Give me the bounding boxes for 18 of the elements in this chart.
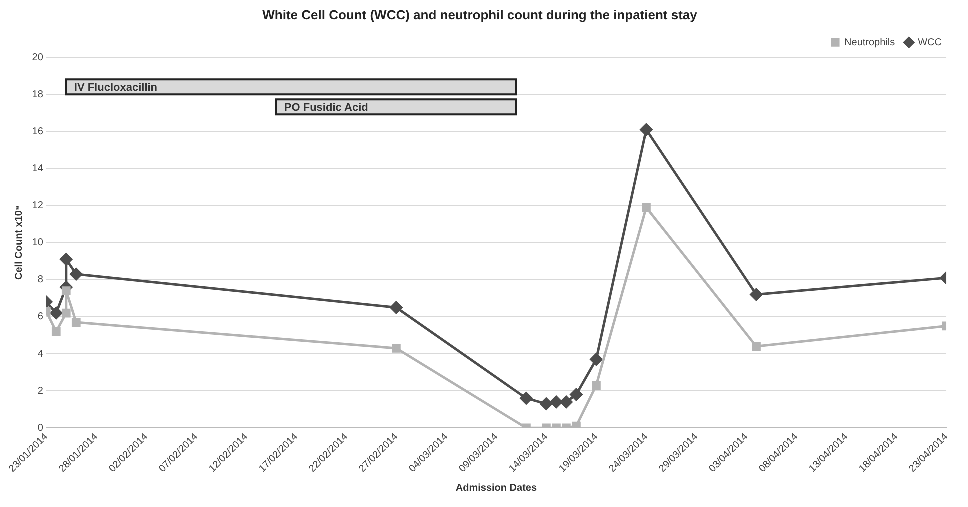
band-label: IV Flucloxacillin	[74, 82, 158, 94]
band-label: PO Fusidic Acid	[284, 102, 368, 114]
y-tick-label: 12	[32, 200, 44, 212]
y-tick-label: 10	[32, 238, 44, 249]
legend-label: WCC	[918, 37, 942, 48]
y-tick-label: 18	[32, 89, 44, 100]
y-tick-label: 8	[38, 274, 44, 286]
y-tick-label: 20	[32, 52, 44, 64]
y-tick-label: 6	[38, 312, 44, 323]
y-tick-label: 4	[38, 348, 44, 360]
x-axis-title: Admission Dates	[456, 482, 538, 494]
y-tick-label: 0	[38, 422, 44, 434]
y-tick-label: 2	[38, 386, 44, 397]
y-tick-label: 14	[32, 164, 44, 175]
y-tick-label: 16	[32, 126, 44, 138]
y-axis-title: Cell Count x10⁹	[14, 206, 26, 280]
legend-label: Neutrophils	[844, 37, 896, 48]
chart-title: White Cell Count (WCC) and neutrophil count during the inpatient stay	[262, 7, 698, 22]
